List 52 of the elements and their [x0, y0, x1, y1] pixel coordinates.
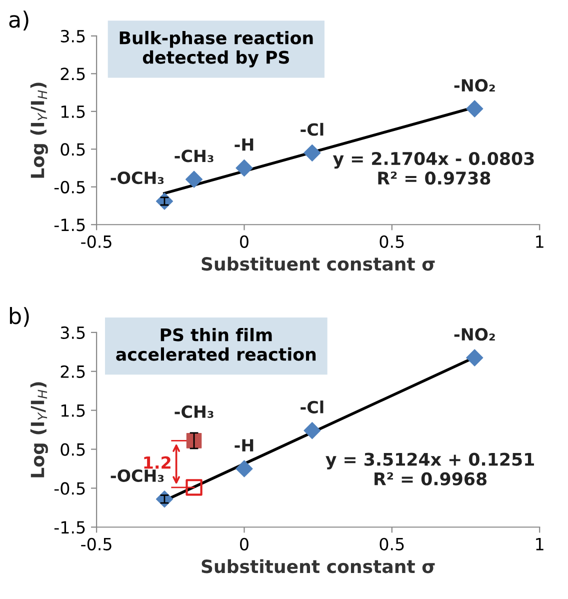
- y-tick-label: 2.5: [60, 68, 85, 80]
- y-tick-label: 3.5: [60, 326, 85, 340]
- x-tick-label: 0: [240, 538, 248, 550]
- y-tick-label: -0.5: [54, 482, 85, 495]
- x-tick-label: -0.5: [81, 235, 112, 248]
- y-tick-label: 3.5: [60, 30, 85, 43]
- annotation: -OCH₃: [110, 469, 164, 482]
- y-tick-label: 1.5: [61, 404, 85, 417]
- annotation: y = 2.1704x - 0.0803: [332, 152, 534, 169]
- y-tick-label: 2.5: [60, 365, 85, 378]
- point: [236, 460, 253, 478]
- x-tick-label: 0.5: [380, 538, 404, 550]
- point: [236, 159, 253, 177]
- x-tick-label: 0.5: [380, 235, 404, 248]
- point: [466, 349, 484, 366]
- text: a): [9, 10, 28, 30]
- y-tick-label: 0.5: [60, 443, 85, 456]
- x-tick-label: 1: [536, 236, 544, 248]
- annotation: -Cl: [300, 122, 324, 136]
- x-tick-label: -0.5: [81, 538, 112, 550]
- y-tick-label: -1.5: [54, 521, 85, 534]
- x-tick-label: 1: [536, 538, 544, 550]
- annotation: -Cl: [300, 400, 324, 414]
- annotation: -NO₂: [454, 328, 495, 341]
- y-axis-title: Log (I$_{Y}$/I$_{H}$): [30, 82, 48, 178]
- x-axis-title: Substituent constant σ: [202, 559, 435, 574]
- y-axis-title: Log (I$_{Y}$/I$_{H}$): [30, 382, 48, 478]
- point: [466, 100, 484, 118]
- annotation: R² = 0.9738: [378, 172, 490, 185]
- annotation: 1.2: [144, 456, 170, 469]
- annotation: Bulk-phase reaction detected by PS: [120, 30, 313, 68]
- annotation: -H: [234, 138, 254, 151]
- annotation: -NO₂: [454, 79, 495, 92]
- point: [304, 422, 321, 440]
- point: [185, 170, 203, 188]
- y-tick-label: 0.5: [60, 143, 85, 156]
- text: b): [10, 307, 29, 327]
- annotation: R² = 0.9968: [374, 472, 487, 486]
- annotation: PS thin film accelerated reaction: [116, 328, 316, 361]
- annotation: -H: [234, 439, 254, 452]
- y-tick-label: -0.5: [54, 180, 85, 194]
- annotation: -OCH₃: [110, 172, 164, 184]
- annotation: -CH₃: [174, 150, 214, 162]
- point: [186, 479, 202, 496]
- point: [186, 433, 202, 448]
- y-tick-label: -1.5: [54, 218, 85, 232]
- annotation: -CH₃: [174, 405, 214, 418]
- x-axis-title: Substituent constant σ: [202, 256, 435, 271]
- point: [304, 144, 321, 162]
- annotation: y = 3.5124x + 0.1251: [326, 452, 534, 470]
- y-tick-label: 1.5: [61, 106, 85, 118]
- x-tick-label: 0: [240, 235, 248, 248]
